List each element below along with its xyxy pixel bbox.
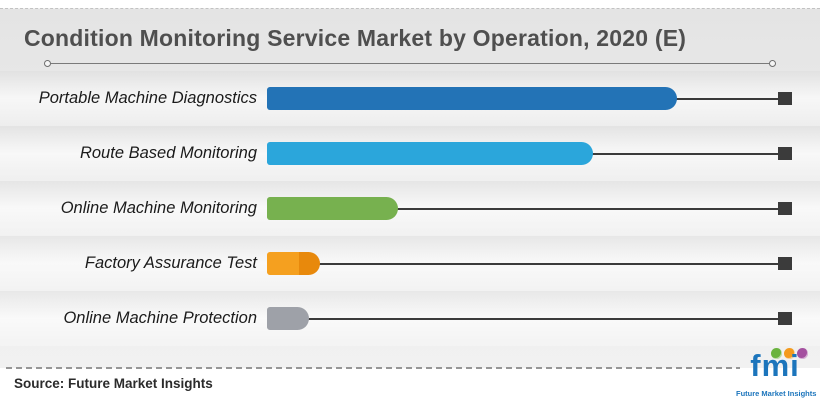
bar bbox=[267, 197, 399, 220]
end-marker bbox=[778, 147, 792, 160]
title-divider bbox=[44, 59, 776, 68]
leader-line bbox=[267, 317, 785, 320]
top-margin-strip bbox=[0, 0, 820, 8]
end-marker bbox=[778, 257, 792, 270]
leader-line bbox=[267, 207, 785, 210]
source-label: Source: Future Market Insights bbox=[14, 376, 213, 391]
logo-dots bbox=[771, 348, 808, 359]
chart-area: Condition Monitoring Service Market by O… bbox=[0, 8, 820, 368]
divider-line bbox=[51, 62, 769, 65]
divider-endcap-right-icon bbox=[769, 60, 776, 67]
logo-dot-purple-icon bbox=[797, 348, 808, 359]
bar-row: Route Based Monitoring bbox=[0, 126, 820, 181]
logo-dot-green-icon bbox=[771, 348, 782, 359]
end-marker bbox=[778, 92, 792, 105]
footer: Source: Future Market Insights fmi Futur… bbox=[0, 348, 820, 401]
bar-track bbox=[267, 142, 792, 165]
footer-divider bbox=[6, 367, 740, 369]
bar bbox=[267, 307, 309, 330]
fmi-logo: fmi Future Market Insights bbox=[736, 347, 817, 399]
bar-track bbox=[267, 307, 792, 330]
bar-chart: Portable Machine Diagnostics Route Based… bbox=[0, 71, 820, 346]
category-label: Online Machine Protection bbox=[63, 309, 257, 327]
bar bbox=[267, 252, 320, 275]
divider-endcap-left-icon bbox=[44, 60, 51, 67]
bar-row: Online Machine Monitoring bbox=[0, 181, 820, 236]
leader-line bbox=[267, 262, 785, 265]
bar-row: Factory Assurance Test bbox=[0, 236, 820, 291]
end-marker bbox=[778, 312, 792, 325]
bar-row: Online Machine Protection bbox=[0, 291, 820, 346]
category-label: Portable Machine Diagnostics bbox=[38, 89, 257, 107]
bar-track bbox=[267, 252, 792, 275]
chart-title: Condition Monitoring Service Market by O… bbox=[24, 25, 687, 51]
logo-dot-orange-icon bbox=[784, 348, 795, 359]
category-label: Route Based Monitoring bbox=[79, 144, 257, 162]
end-marker bbox=[778, 202, 792, 215]
bar-track bbox=[267, 87, 792, 110]
bar-track bbox=[267, 197, 792, 220]
logo-text: fmi bbox=[750, 348, 800, 383]
logo-caption: Future Market Insights bbox=[736, 389, 817, 398]
bar-row: Portable Machine Diagnostics bbox=[0, 71, 820, 126]
bar bbox=[267, 142, 593, 165]
category-label: Factory Assurance Test bbox=[84, 254, 257, 272]
category-label: Online Machine Monitoring bbox=[60, 199, 257, 217]
bar bbox=[267, 87, 677, 110]
